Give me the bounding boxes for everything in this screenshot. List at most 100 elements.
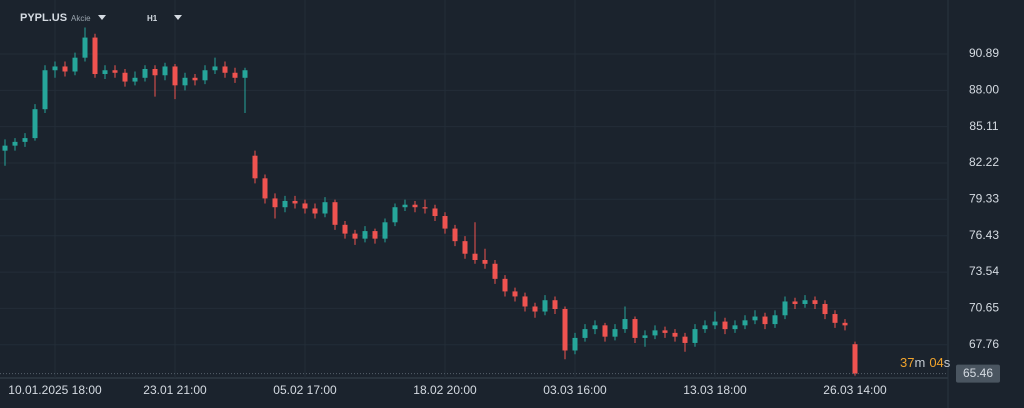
candle-body [292,200,298,204]
candle-body [672,332,678,337]
candle-body [232,72,238,78]
candle-body [732,325,738,330]
candle-body [562,309,568,351]
y-tick-label: 79.33 [969,191,999,205]
candle-body [102,70,108,75]
candle-body [812,300,818,304]
candle-body [832,314,838,323]
candle-body [2,145,8,151]
candle-body [472,253,478,261]
candle-body [342,224,348,234]
candle-body [372,231,378,239]
countdown-s: s [944,355,951,370]
candle-body [312,208,318,214]
candle-body [602,325,608,337]
candle-body [772,315,778,325]
candle-body [852,344,858,374]
candle-body [512,291,518,297]
y-tick-label: 82.22 [969,155,999,169]
candle-body [782,301,788,316]
candle-body [452,228,458,242]
y-tick-label: 85.11 [969,119,998,133]
candle-body [62,66,68,72]
candle-body [252,155,258,179]
candle-body [422,207,428,209]
candle-body [692,329,698,343]
candle-body [792,301,798,304]
candle-body [382,222,388,239]
candle-body [82,37,88,58]
candle-body [552,300,558,310]
candle-body [612,329,618,337]
candle-body [462,241,468,254]
candle-body [12,141,18,146]
timeframe-dropdown[interactable] [174,15,182,20]
x-tick-label: 26.03 14:00 [823,383,887,397]
candle-body [842,322,848,326]
candle-body [152,68,158,76]
countdown-m: m [914,355,925,370]
y-tick-label: 90.89 [969,46,999,60]
candle-body [642,335,648,338]
candle-body [302,203,308,209]
candle-body [712,321,718,326]
candle-body [162,66,168,76]
candle-body [172,66,178,86]
candle-body [392,207,398,223]
symbol[interactable]: PYPL.US [20,12,67,24]
candle-body [722,321,728,330]
candle-body [362,231,368,239]
timeframe[interactable]: H1 [147,14,158,23]
candle-body [492,263,498,279]
candle-body [502,278,508,292]
y-tick-label: 70.65 [969,301,999,315]
candle-body [212,66,218,71]
candle-body [762,316,768,325]
candle-body [192,77,198,81]
candle-body [352,233,358,239]
countdown-minutes: 37 [900,355,914,370]
y-tick-label: 73.54 [969,264,999,278]
candle-body [822,303,828,315]
candle-body [702,325,708,330]
candle-body [262,178,268,199]
x-tick-label: 05.02 17:00 [273,383,337,397]
candle-body [272,198,278,208]
last-price-box [956,364,1000,383]
candle-body [202,70,208,81]
candles [0,27,948,376]
candle-body [752,316,758,321]
candle-body [32,109,38,139]
x-tick-label: 13.03 18:00 [683,383,747,397]
candle-body [22,138,28,142]
candle-body [572,337,578,351]
x-tick-label: 10.01.2025 18:00 [8,383,102,397]
candle-body [442,216,448,229]
candle-body [632,319,638,338]
candle-body [682,336,688,343]
candle-body [122,72,128,82]
candle-body [282,200,288,208]
candle-body [52,66,58,71]
candle-body [412,204,418,208]
x-tick-label: 23.01 21:00 [143,383,207,397]
candle-body [72,57,78,72]
candle-body [242,70,248,78]
candle-body [182,77,188,86]
last-price-label: 65.46 [963,366,993,380]
candle-body [322,202,328,214]
candle-body [482,260,488,264]
y-tick-label: 88.00 [969,83,999,97]
symbol-dropdown[interactable] [98,15,106,20]
candle-body [142,68,148,78]
candle-body [522,296,528,307]
candle-body [742,320,748,326]
candle-body [112,70,118,73]
candle-body [402,204,408,208]
candle-body [622,319,628,330]
candle-body [592,325,598,330]
candle-body [222,66,228,73]
candle-body [542,300,548,312]
